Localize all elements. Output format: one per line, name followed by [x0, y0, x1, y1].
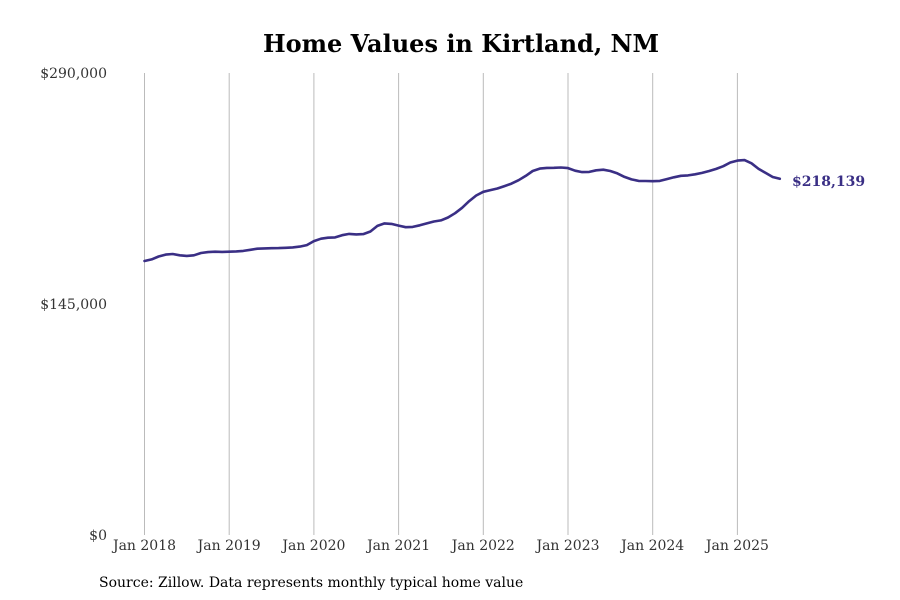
y-axis-ticks: $290,000 $145,000 $0 — [40, 66, 107, 544]
x-axis-ticks: Jan 2018 Jan 2019 Jan 2020 Jan 2021 Jan 2022… — [111, 538, 769, 554]
latest-value-label: $218,139 — [792, 174, 865, 190]
source-note: Source: Zillow. Data represents monthly … — [99, 575, 523, 591]
y-tick-label: $145,000 — [40, 297, 107, 313]
x-tick-label: Jan 2023 — [534, 538, 599, 554]
x-tick-label: Jan 2019 — [196, 538, 261, 554]
x-tick-label: Jan 2018 — [111, 538, 176, 554]
x-tick-label: Jan 2021 — [365, 538, 430, 554]
y-tick-label: $0 — [89, 528, 107, 544]
chart-title: Home Values in Kirtland, NM — [263, 29, 659, 58]
x-tick-label: Jan 2025 — [704, 538, 769, 554]
x-tick-label: Jan 2020 — [280, 538, 345, 554]
home-value-line — [143, 158, 782, 263]
x-tick-label: Jan 2022 — [450, 538, 515, 554]
series-layer — [143, 158, 782, 263]
y-tick-label: $290,000 — [40, 66, 107, 82]
gridlines — [144, 73, 738, 535]
x-tick-label: Jan 2024 — [619, 538, 684, 554]
